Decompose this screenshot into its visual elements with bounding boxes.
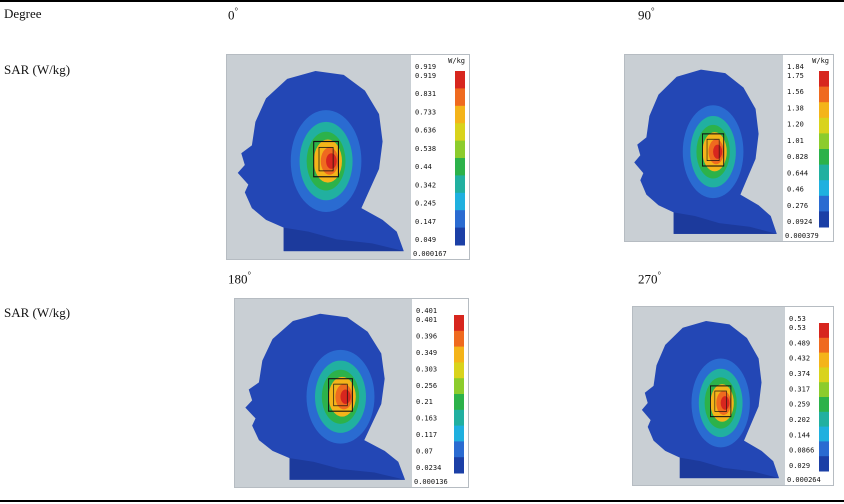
header-90-degree: 90° — [638, 6, 655, 23]
sar-panel-90: W/kg 1.84 1.75 1.56 1.38 1.20 1.01 0.828 0.644 0.… — [624, 54, 834, 242]
scale-unit-label: W/kg — [812, 57, 829, 65]
scale-tick-label: 0.44 — [415, 163, 432, 171]
head-model — [641, 320, 780, 479]
row-label-sar-1: SAR (W/kg) — [4, 62, 71, 77]
color-scale: 0.530.53 0.489 0.432 0.374 0.317 0.259 0.202 0.… — [785, 307, 833, 485]
scale-tick-label: 0.07 — [416, 448, 433, 456]
scale-tick-label: 0.538 — [415, 145, 436, 153]
sar-figure-svg: W/kg 1.841.75 1.56 1.38 1.20 1.01 0.828 0.644 0.… — [625, 55, 833, 241]
header-180-degree: 180° — [228, 270, 252, 287]
scale-tick-label: 0.396 — [416, 332, 437, 340]
scale-tick-label: 0.489 — [789, 339, 810, 347]
scale-tick-label: 0.349 — [416, 349, 437, 357]
sar-hotspot — [691, 358, 750, 448]
table-top-rule — [0, 0, 844, 2]
color-scale: W/kg 1.841.75 1.56 1.38 1.20 1.01 0.828 0.644 0.… — [783, 55, 833, 241]
scale-max-label: 0.53 — [789, 315, 806, 323]
scale-tick-label: 0.53 — [789, 324, 806, 332]
head-model — [245, 313, 406, 480]
scale-tick-label: 0.342 — [415, 181, 436, 189]
scale-tick-label: 0.256 — [416, 382, 437, 390]
scale-tick-label: 0.202 — [789, 416, 810, 424]
scale-tick-label: 0.733 — [415, 108, 436, 116]
table-bottom-rule — [0, 500, 844, 502]
scale-tick-label: 1.38 — [787, 104, 804, 112]
header-0-degree: 0° — [228, 6, 239, 23]
scale-tick-label: 0.831 — [415, 90, 436, 98]
scale-tick-label: 0.0924 — [787, 218, 812, 226]
scale-tick-label: 0.259 — [789, 401, 810, 409]
scale-tick-label: 0.317 — [789, 385, 810, 393]
header-270-degree: 270° — [638, 270, 662, 287]
scale-tick-label: 1.56 — [787, 88, 804, 96]
scale-tick-label: 0.0234 — [416, 464, 441, 472]
scale-unit-label: W/kg — [448, 57, 465, 65]
head-model — [634, 69, 777, 234]
scale-tick-label: 0.21 — [416, 398, 433, 406]
head-model — [237, 70, 404, 252]
sar-figure-svg: 0.530.53 0.489 0.432 0.374 0.317 0.259 0.202 0.… — [633, 307, 833, 485]
scale-tick-label: 0.644 — [787, 169, 808, 177]
sar-panel-180: 0.401 0.401 0.396 0.349 0.303 0.256 0.21 0.163 0… — [234, 298, 469, 488]
scale-tick-label: 1.75 — [787, 72, 804, 80]
scale-max-label: 0.919 — [415, 63, 436, 71]
scale-min-label: 0.000264 — [787, 476, 821, 484]
sar-panel-0: W/kg 0.919 0.919 0.831 0.733 0.636 0.538 0.44 0.… — [226, 54, 470, 260]
scale-tick-label: 0.919 — [415, 72, 436, 80]
sar-hotspot — [306, 349, 375, 444]
scale-tick-label: 0.374 — [789, 370, 810, 378]
row-label-sar-2: SAR (W/kg) — [4, 305, 71, 320]
scale-tick-label: 1.20 — [787, 121, 804, 129]
scale-tick-label: 1.01 — [787, 137, 804, 145]
scale-tick-label: 0.636 — [415, 127, 436, 135]
sar-hotspot — [682, 105, 744, 199]
scale-tick-label: 0.46 — [787, 186, 804, 194]
scale-tick-label: 0.049 — [415, 236, 436, 244]
scale-tick-label: 0.029 — [789, 462, 810, 470]
header-degree: Degree — [4, 6, 42, 21]
sar-panel-270: 0.53 0.53 0.489 0.432 0.374 0.317 0.259 0.202 0.… — [632, 306, 834, 486]
scale-tick-label: 0.432 — [789, 355, 810, 363]
scale-tick-label: 0.276 — [787, 202, 808, 210]
scale-tick-label: 0.0866 — [789, 447, 814, 455]
scale-tick-label: 0.401 — [416, 316, 437, 324]
scale-tick-label: 0.245 — [415, 200, 436, 208]
scale-max-label: 0.401 — [416, 307, 437, 315]
scale-tick-label: 0.147 — [415, 218, 436, 226]
scale-tick-label: 0.117 — [416, 431, 437, 439]
scale-min-label: 0.000379 — [785, 232, 819, 240]
scale-tick-label: 0.163 — [416, 415, 437, 423]
scale-max-label: 1.84 — [787, 63, 804, 71]
scale-tick-label: 0.144 — [789, 431, 810, 439]
scale-min-label: 0.000167 — [413, 250, 447, 258]
sar-hotspot — [290, 110, 362, 212]
scale-tick-label: 0.828 — [787, 153, 808, 161]
scale-tick-label: 0.303 — [416, 365, 437, 373]
scale-min-label: 0.000136 — [414, 478, 448, 486]
